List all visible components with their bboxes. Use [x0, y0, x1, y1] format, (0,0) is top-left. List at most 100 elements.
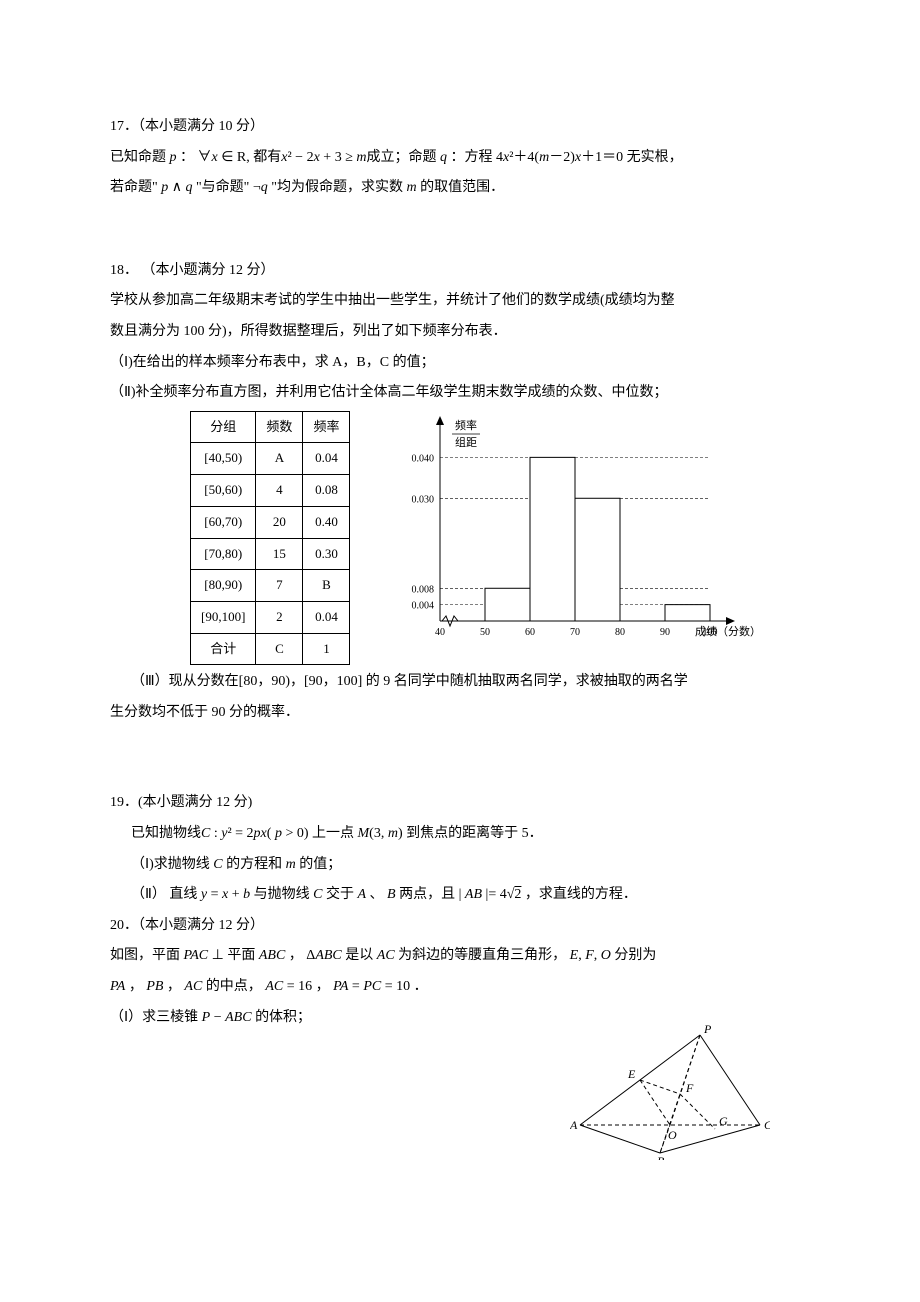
cell: 20	[256, 506, 303, 538]
var-AC: AC	[377, 948, 395, 963]
t: "均为假命题，求实数	[268, 180, 407, 195]
var-p: p	[170, 150, 177, 165]
svg-text:0.004: 0.004	[412, 600, 435, 611]
var-m: m	[388, 826, 398, 841]
t: ,	[594, 948, 601, 963]
t: 的方程和	[223, 857, 286, 872]
var-q: q	[440, 150, 447, 165]
t: 如图，平面	[110, 948, 184, 963]
cell: A	[256, 443, 303, 475]
frequency-table: 分组 频数 频率 [40,50)A0.04 [50,60)40.08 [60,7…	[190, 411, 350, 666]
svg-text:0.030: 0.030	[412, 494, 435, 505]
var-P: P	[202, 1010, 211, 1025]
t: 若命题"	[110, 180, 161, 195]
cell: 15	[256, 538, 303, 570]
t: ⊥ 平面	[208, 948, 259, 963]
var-C: C	[213, 857, 222, 872]
q19-p1: 已知抛物线C : y² = 2px( p > 0) 上一点 M(3, m) 到焦…	[110, 821, 810, 848]
t: 是以	[342, 948, 377, 963]
q19-p3: （Ⅱ） 直线 y = x + b 与抛物线 C 交于 A 、 B 两点，且 | …	[110, 882, 810, 909]
q18-heading: 18． （本小题满分 12 分）	[110, 258, 810, 285]
t: ，	[163, 979, 184, 994]
q18-p6: 生分数均不低于 90 分的概率．	[110, 700, 810, 727]
cell: 0.40	[303, 506, 350, 538]
t: 为斜边的等腰直角三角形，	[395, 948, 570, 963]
t: + 3 ≥	[320, 150, 357, 165]
cell: 0.04	[303, 443, 350, 475]
t: 两点，且 |	[396, 887, 465, 902]
svg-text:O: O	[668, 1128, 677, 1142]
svg-text:80: 80	[615, 627, 625, 638]
cell: [50,60)	[191, 475, 256, 507]
var-C: C	[201, 826, 210, 841]
svg-text:频率: 频率	[455, 418, 477, 432]
svg-text:C: C	[764, 1118, 770, 1132]
cell: B	[303, 570, 350, 602]
t: ： ∀	[177, 150, 212, 165]
t: = 16 ，	[283, 979, 333, 994]
table-row: [40,50)A0.04	[191, 443, 350, 475]
svg-text:50: 50	[480, 627, 490, 638]
t: 的中点，	[202, 979, 265, 994]
t: =	[348, 979, 363, 994]
header-cell: 频率	[303, 411, 350, 443]
cell: 4	[256, 475, 303, 507]
t: 的体积；	[252, 1010, 312, 1025]
t: 的取值范围．	[417, 180, 505, 195]
q18-p2: 数且满分为 100 分)，所得数据整理后，列出了如下频率分布表．	[110, 319, 810, 346]
var-ABC: ABC	[259, 948, 285, 963]
cell: 合计	[191, 633, 256, 665]
svg-text:B: B	[657, 1154, 665, 1160]
t: :	[210, 826, 221, 841]
t: =	[207, 887, 222, 902]
svg-text:60: 60	[525, 627, 535, 638]
table-row: [90,100]20.04	[191, 601, 350, 633]
t: （Ⅰ)求抛物线	[131, 857, 213, 872]
var-AC: AC	[184, 979, 202, 994]
cell: 0.04	[303, 601, 350, 633]
svg-text:0.040: 0.040	[412, 453, 435, 464]
table-row: [60,70)200.40	[191, 506, 350, 538]
t: ， Δ	[285, 948, 315, 963]
t: > 0) 上一点	[282, 826, 358, 841]
table-row: 合计C1	[191, 633, 350, 665]
q18-p3: （Ⅰ)在给出的样本频率分布表中，求 A，B，C 的值；	[110, 350, 810, 377]
var-E: E	[570, 948, 579, 963]
var-m: m	[286, 857, 296, 872]
geometry-diagram: PACBOEFG	[110, 1025, 810, 1171]
var-B: B	[387, 887, 396, 902]
var-p: p	[275, 826, 282, 841]
q18-figure-row: 分组 频数 频率 [40,50)A0.04 [50,60)40.08 [60,7…	[110, 411, 810, 666]
t: −	[210, 1010, 225, 1025]
var-m: m	[539, 150, 549, 165]
var-px: px	[254, 826, 267, 841]
var-AC: AC	[265, 979, 283, 994]
t: 的值；	[296, 857, 342, 872]
svg-text:G: G	[719, 1114, 728, 1128]
t: （Ⅱ） 直线	[131, 887, 201, 902]
cell: 2	[256, 601, 303, 633]
t: －2)	[549, 150, 575, 165]
t: = 10 ．	[381, 979, 427, 994]
cell: 1	[303, 633, 350, 665]
t: ² = 2	[227, 826, 253, 841]
table-row: [80,90)7B	[191, 570, 350, 602]
var-F: F	[585, 948, 594, 963]
t: (3,	[369, 826, 388, 841]
table-row: [50,60)40.08	[191, 475, 350, 507]
q17-line2: 若命题" p ∧ q "与命题" ¬q "均为假命题，求实数 m 的取值范围．	[110, 175, 810, 202]
svg-text:0.008: 0.008	[412, 584, 435, 595]
t: 与抛物线	[250, 887, 313, 902]
t: ∧	[168, 180, 185, 195]
var-M: M	[358, 826, 370, 841]
var-m: m	[356, 150, 366, 165]
q17-heading: 17．（本小题满分 10 分）	[110, 114, 810, 141]
q18-p1: 学校从参加高二年级期末考试的学生中抽出一些学生，并统计了他们的数学成绩(成绩均为…	[110, 288, 810, 315]
svg-text:90: 90	[660, 627, 670, 638]
table-row: 分组 频数 频率	[191, 411, 350, 443]
cell: [60,70)	[191, 506, 256, 538]
t: |= 4	[482, 887, 507, 902]
var-PAC: PAC	[184, 948, 209, 963]
t: （Ⅰ）求三棱锥	[110, 1010, 202, 1025]
q18-p5: （Ⅲ）现从分数在[80，90)，[90，100] 的 9 名同学中随机抽取两名同…	[110, 669, 810, 696]
